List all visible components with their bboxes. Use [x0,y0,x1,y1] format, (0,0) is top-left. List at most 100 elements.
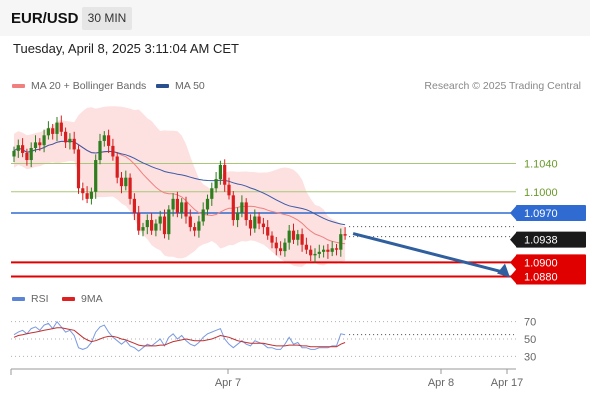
candle-28 [132,193,136,221]
candle-24 [115,152,119,184]
rsi-line [13,320,346,352]
candle-66 [296,229,300,246]
candle-57 [257,212,261,230]
candle-5 [33,135,38,153]
candle-body [326,249,330,252]
candle-body [223,164,227,185]
candle-10 [55,116,59,141]
research-credit: Research © 2025 Trading Central [424,80,581,92]
candle-body [240,202,244,213]
candle-body [300,234,304,245]
candle-42 [193,222,197,237]
candle-body [197,221,201,231]
legend-9ma-label: 9MA [81,293,103,305]
timeframe-button[interactable]: 30 MIN [82,7,132,30]
candle-19 [94,154,98,199]
candle-body [154,223,158,231]
candle-body [64,131,68,143]
legend-ma20: MA 20 + Bollinger Bands [12,80,146,92]
candle-26 [124,170,128,191]
candle-body [145,220,149,228]
candle-31 [145,214,149,235]
candle-46 [210,182,214,206]
candle-48 [218,160,222,185]
candle-41 [188,209,192,232]
datetime-label: Tuesday, April 8, 2025 3:11:04 AM CET [13,41,239,56]
candle-0 [12,146,16,163]
candle-body [42,135,46,146]
candle-body [291,230,296,240]
candle-body [266,227,270,236]
candle-body [304,244,308,250]
rsi-ma-line [13,327,346,348]
candle-body [210,188,214,199]
candle-27 [128,173,132,205]
bollinger-band [14,106,346,267]
level-label-pointer-3 [510,254,517,271]
candle-54 [244,198,248,226]
candle-body [132,198,136,213]
candle-15 [76,145,81,194]
candle-23 [111,138,115,161]
candle-63 [283,238,287,257]
candle-52 [236,207,240,228]
legend-9ma: 9MA [62,293,103,305]
candle-body [274,242,278,249]
candle-13 [68,133,72,150]
candle-body [111,145,115,157]
candle-71 [317,244,321,259]
candle-body [257,216,261,224]
candle-body [236,212,240,221]
candle-body [158,216,162,224]
9ma-swatch [62,297,75,302]
candle-53 [240,195,244,218]
x-tick-label-2: Apr 17 [491,377,523,389]
candle-body [180,202,184,213]
candle-body [81,188,85,194]
candle-body [193,227,197,231]
candle-body [12,150,16,157]
candle-body [119,177,124,187]
legend-ma50-label: MA 50 [175,80,205,92]
candle-body [201,209,205,222]
candle-body [51,128,55,134]
current-price-box [516,231,586,248]
candle-73 [326,244,330,259]
level-label-4: 1.0880 [524,272,558,284]
candle-36 [167,205,171,240]
candle-body [214,179,218,189]
candle-body [141,227,145,231]
candle-body [55,122,59,134]
symbol-title: EUR/USD [11,10,79,27]
ma50-swatch [156,84,169,89]
candle-body [25,152,29,161]
candle-body [38,142,42,146]
candle-69 [309,245,313,261]
forecast-arrow-shaft [352,232,506,274]
candle-body [107,135,111,146]
candle-33 [154,219,158,237]
candle-59 [266,220,270,240]
forecast-arrow-head [497,263,510,278]
candle-18 [89,187,93,205]
candle-64 [287,224,291,250]
candle-4 [29,142,33,168]
candle-7 [42,129,46,153]
candle-16 [81,182,85,201]
candle-body [128,177,132,199]
level-label-1: 1.1000 [524,187,558,199]
candle-body [76,149,81,189]
candle-body [231,195,235,221]
candle-body [334,248,339,250]
candle-62 [279,241,283,256]
candle-body [115,156,119,178]
candle-body [175,198,179,213]
candle-61 [274,236,278,256]
candle-25 [119,172,124,194]
candle-77 [343,227,347,240]
candle-body [85,193,89,199]
candle-body [188,216,192,228]
candle-51 [231,191,235,226]
candle-21 [102,131,106,147]
